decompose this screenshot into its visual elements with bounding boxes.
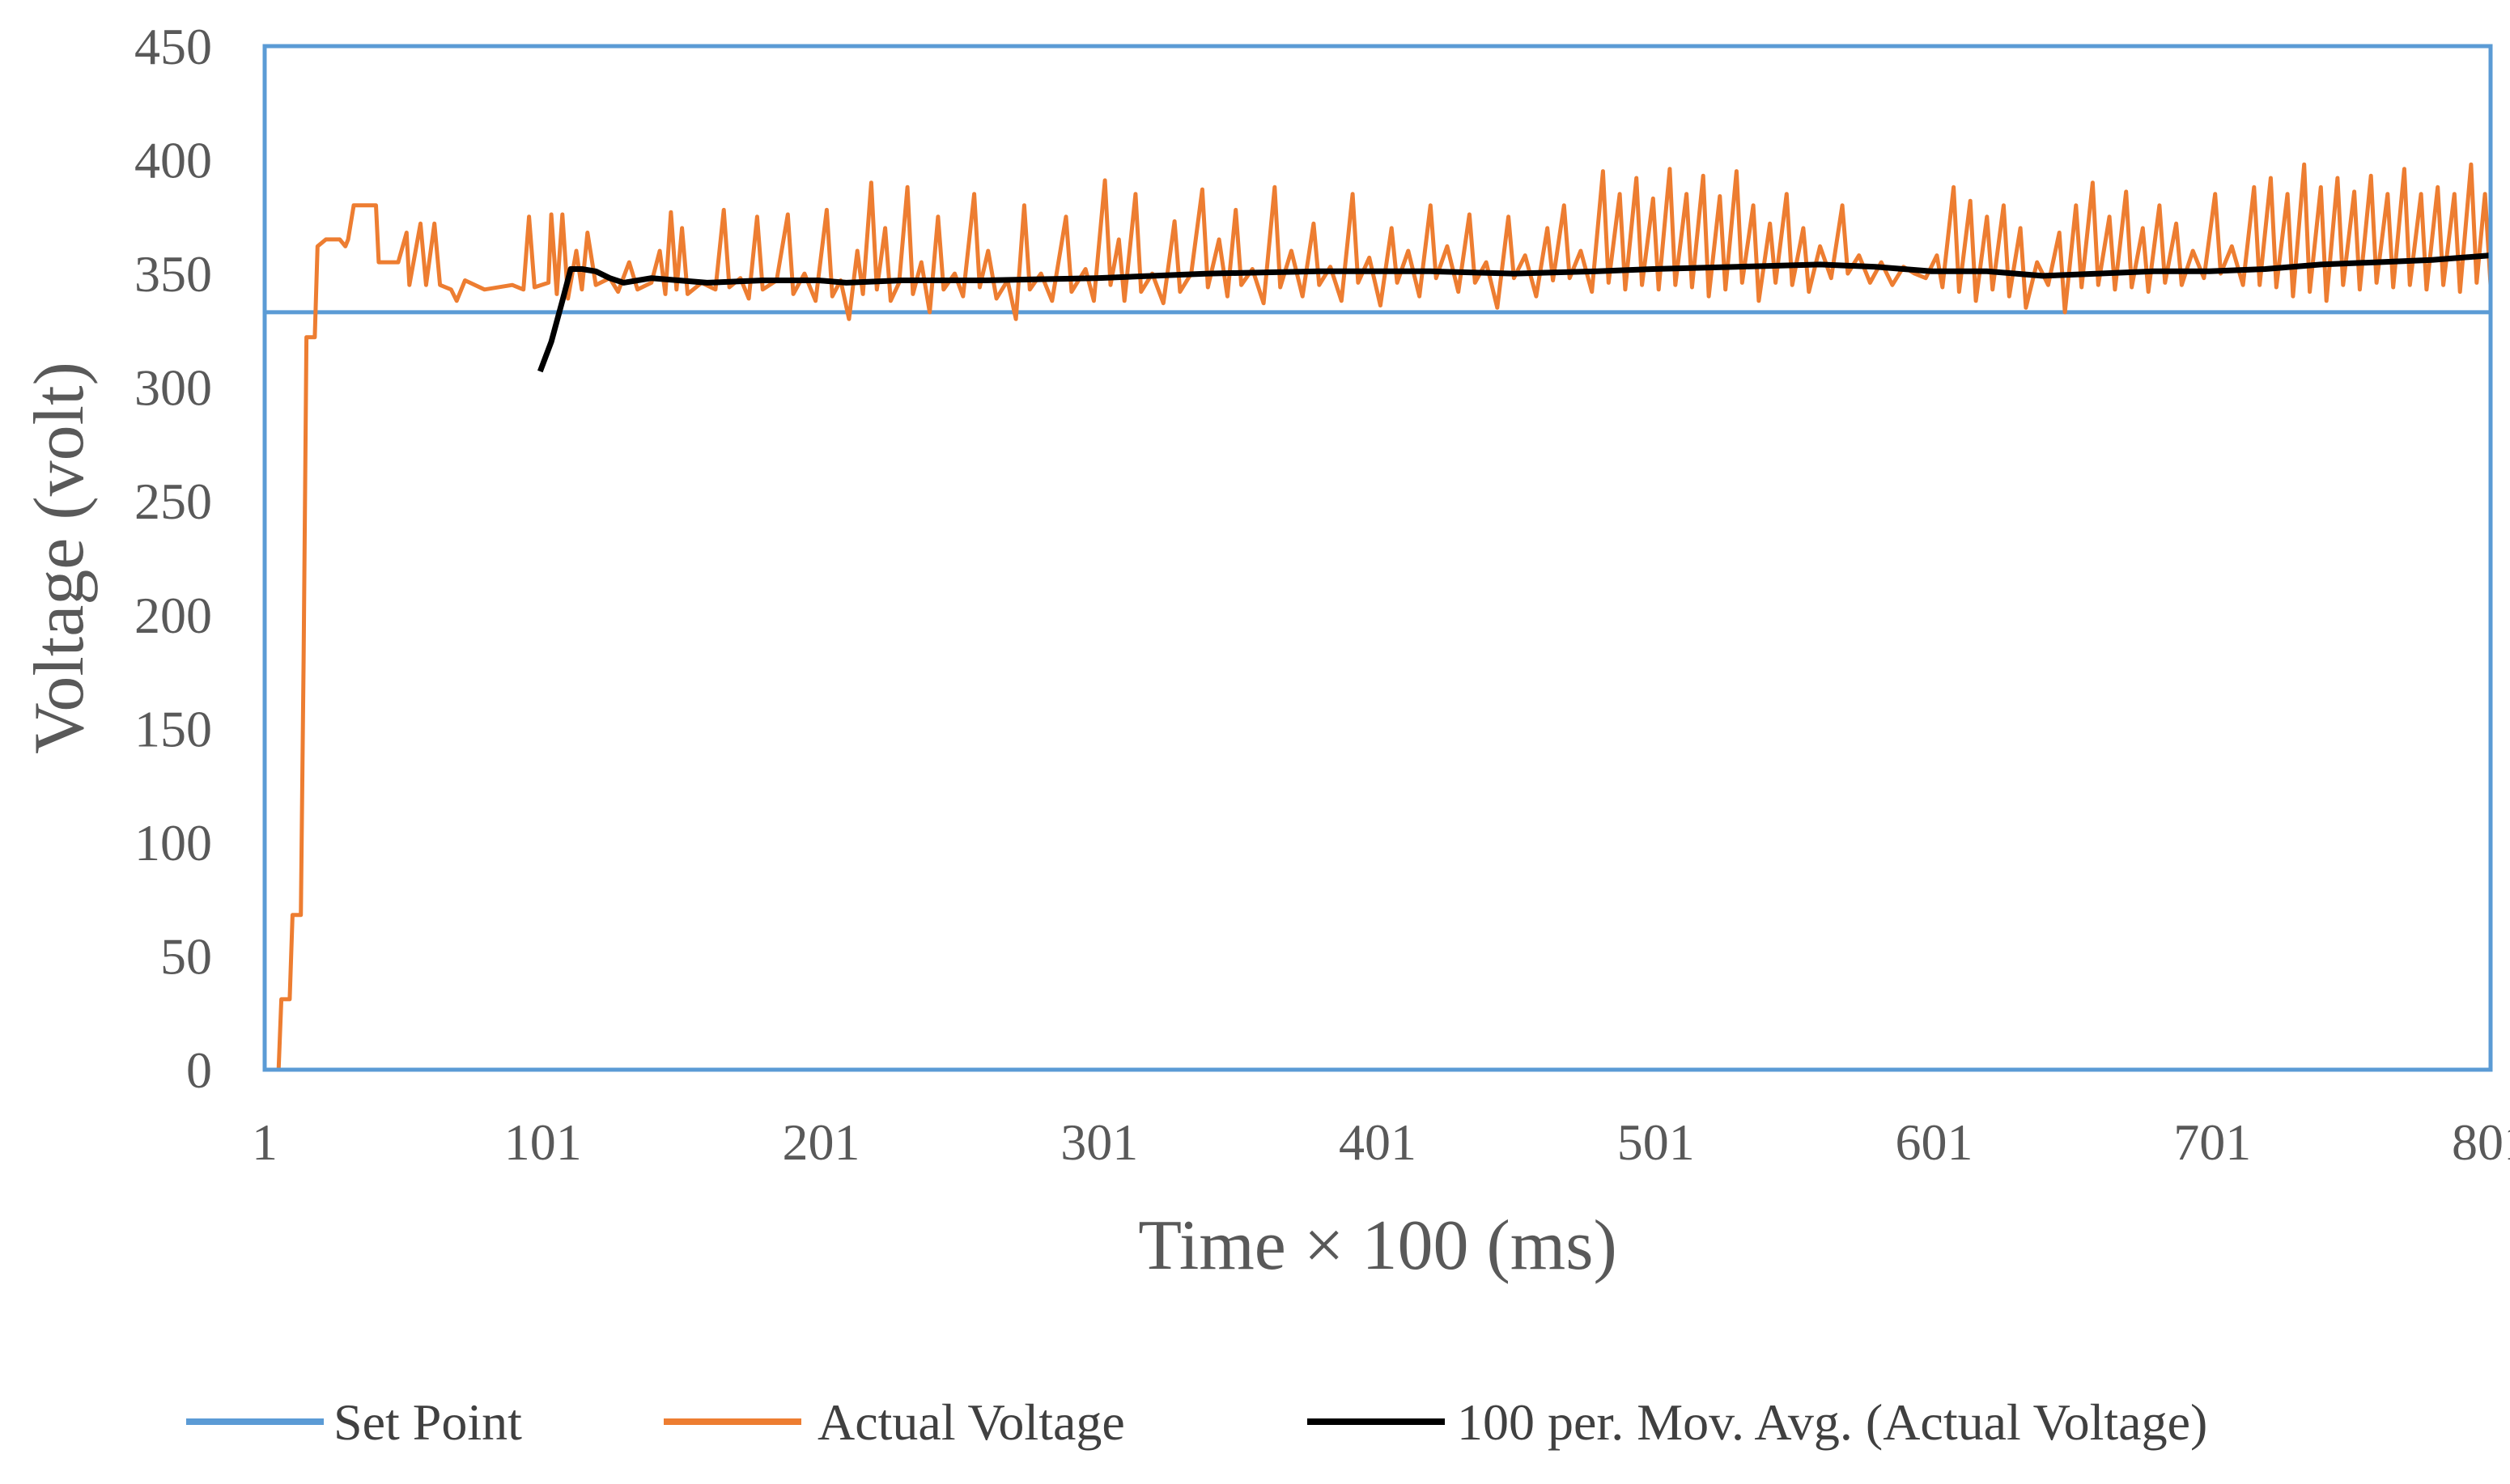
- x-tick-label: 401: [1339, 1113, 1416, 1171]
- y-tick-label: 400: [134, 132, 212, 189]
- series-actual-voltage-line: [265, 162, 2493, 1072]
- y-tick-label: 150: [134, 700, 212, 757]
- series-layer: [265, 162, 2493, 1072]
- y-tick-label: 100: [134, 814, 212, 871]
- y-tick-label: 300: [134, 359, 212, 417]
- legend-label-moving-average: 100 per. Mov. Avg. (Actual Voltage): [1457, 1393, 2207, 1451]
- y-tick-label: 0: [186, 1041, 212, 1099]
- legend: Set Point Actual Voltage 100 per. Mov. A…: [186, 1393, 2207, 1451]
- x-tick-label: 101: [504, 1113, 582, 1171]
- y-tick-label: 450: [134, 18, 212, 75]
- y-tick-label: 200: [134, 587, 212, 644]
- x-axis-title: Time × 100 (ms): [1138, 1206, 1617, 1285]
- x-axis-ticks: 1 101 201 301 401 501 601 701 801: [252, 1113, 2510, 1171]
- x-tick-label: 801: [2452, 1113, 2510, 1171]
- series-moving-average-line: [537, 252, 2491, 373]
- plot-area-frame: [262, 44, 2493, 1072]
- y-axis-ticks: 0 50 100 150 200 250 300 350 400 450: [134, 18, 212, 1099]
- x-tick-label: 501: [1617, 1113, 1695, 1171]
- legend-label-actual-voltage: Actual Voltage: [818, 1393, 1125, 1451]
- y-tick-label: 50: [160, 927, 212, 985]
- legend-label-set-point: Set Point: [333, 1393, 522, 1451]
- x-tick-label: 701: [2173, 1113, 2251, 1171]
- x-tick-label: 301: [1060, 1113, 1138, 1171]
- y-axis-title: Voltage (volt): [20, 362, 99, 754]
- x-tick-label: 601: [1896, 1113, 1973, 1171]
- x-tick-label: 1: [252, 1113, 278, 1171]
- y-tick-label: 250: [134, 473, 212, 530]
- x-tick-label: 201: [783, 1113, 860, 1171]
- y-tick-label: 350: [134, 245, 212, 303]
